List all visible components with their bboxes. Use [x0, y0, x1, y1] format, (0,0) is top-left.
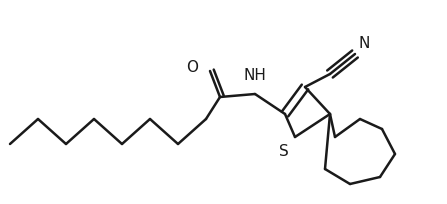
- Text: O: O: [186, 60, 198, 75]
- Text: S: S: [279, 143, 289, 158]
- Text: NH: NH: [244, 68, 266, 83]
- Text: N: N: [359, 36, 371, 51]
